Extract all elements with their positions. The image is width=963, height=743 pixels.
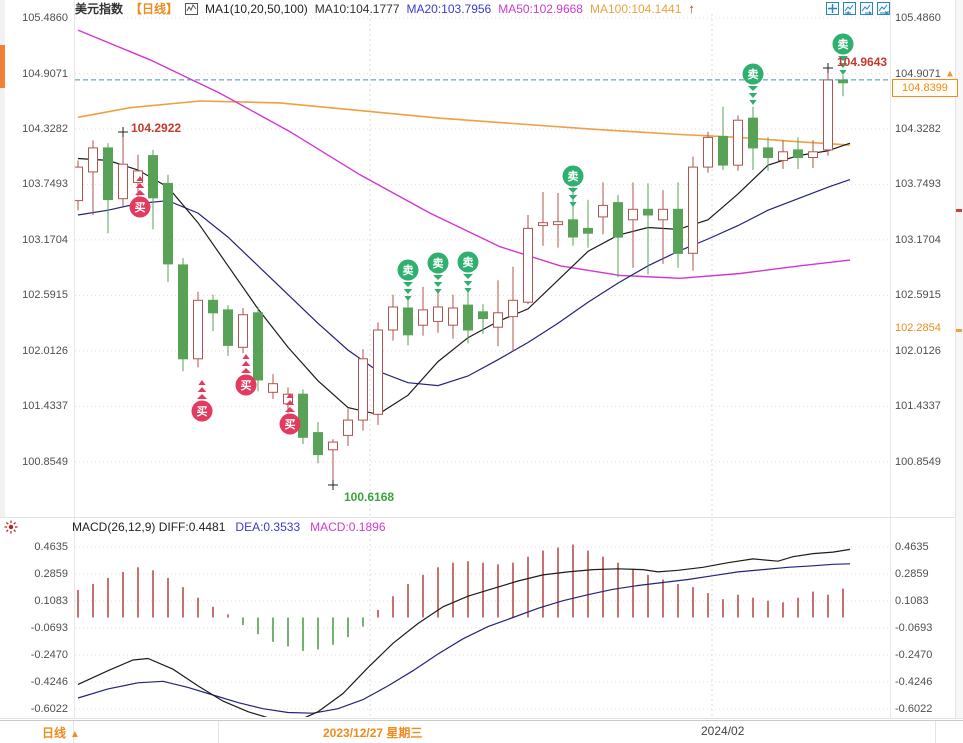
price-axis-label-left: 102.0126 bbox=[22, 344, 68, 357]
buy-signal-badge: 买 bbox=[191, 380, 213, 422]
period-selector[interactable]: 日线 ▲ bbox=[42, 726, 80, 740]
price-axis-label-right: 104.3282 bbox=[895, 123, 941, 135]
sell-signal-badge: 卖 bbox=[562, 165, 584, 207]
macd-axis-label-left: 0.2859 bbox=[34, 568, 68, 580]
period-tag[interactable]: 【日线】 bbox=[130, 2, 179, 16]
macd-dea-value: DEA:0.3533 bbox=[235, 520, 301, 534]
current-price-box: 104.8399 bbox=[892, 78, 958, 97]
price-axis-label-right: 100.8549 bbox=[895, 455, 941, 468]
macd-axis-label-left: -0.4246 bbox=[30, 676, 68, 688]
sell-signal-badge: 卖 bbox=[457, 251, 479, 293]
sell-signal-badge: 卖 bbox=[832, 33, 854, 75]
trend-up-arrow-icon: ↑ bbox=[688, 1, 695, 16]
price-axis-label-right: 102.5915 bbox=[895, 289, 941, 302]
selected-date-label: 2023/12/27 星期三 bbox=[323, 726, 423, 740]
macd-axis-label-right: -0.4246 bbox=[895, 676, 933, 688]
chart-header: 美元指数 【日线】 MA1(10,20,50,100) MA10:104.177… bbox=[75, 1, 695, 16]
macd-axis-label-left: 0.4635 bbox=[34, 541, 68, 553]
ma-group-label: MA1(10,20,50,100) bbox=[205, 1, 308, 16]
macd-axis-label-right: -0.2470 bbox=[895, 649, 933, 661]
svg-text:卖: 卖 bbox=[463, 255, 474, 269]
svg-text:卖: 卖 bbox=[838, 37, 849, 51]
ma100-value: MA100:104.1441 bbox=[589, 1, 682, 16]
price-axis-label-right: 101.4337 bbox=[895, 400, 941, 413]
alert-price-label: 102.2854 bbox=[895, 321, 941, 334]
price-axis-label-right: 103.7493 bbox=[895, 178, 941, 191]
sun-indicator-icon[interactable] bbox=[3, 519, 19, 535]
price-annotation: 100.6168 bbox=[344, 490, 395, 504]
plot-left-border bbox=[74, 0, 75, 718]
price-axis-label-right: 104.9071 bbox=[895, 67, 941, 80]
indicator-settings-icon[interactable] bbox=[185, 2, 199, 15]
svg-text:买: 买 bbox=[135, 201, 146, 214]
svg-text:卖: 卖 bbox=[568, 169, 579, 183]
price-axis-label-left: 102.5915 bbox=[22, 289, 68, 302]
price-axis-label-right: 103.1704 bbox=[895, 233, 941, 246]
svg-text:卖: 卖 bbox=[403, 263, 414, 277]
buy-signal-badge: 买 bbox=[129, 176, 151, 218]
macd-axis-label-right: -0.6022 bbox=[895, 703, 933, 715]
macd-axis-label-right: 0.2859 bbox=[895, 568, 929, 580]
price-axis-label-left: 104.3282 bbox=[22, 123, 68, 135]
macd-axis-label-left: -0.0693 bbox=[30, 622, 68, 634]
macd-formula-diff: MACD(26,12,9) DIFF:0.4481 bbox=[72, 520, 226, 534]
price-annotation: 104.9643 bbox=[837, 55, 888, 69]
macd-axis-label-right: -0.0693 bbox=[895, 622, 933, 634]
svg-text:卖: 卖 bbox=[748, 67, 759, 81]
ma50-value: MA50:102.9668 bbox=[498, 1, 583, 16]
chart-latest-icon[interactable] bbox=[877, 2, 890, 15]
ma10-value: MA10:104.1777 bbox=[314, 1, 400, 16]
price-axis-label-left: 100.8549 bbox=[22, 455, 68, 468]
plot-right-border bbox=[890, 0, 891, 718]
right-marker-strip bbox=[955, 0, 963, 718]
main-pane bbox=[75, 29, 851, 485]
price-axis-label-left: 104.9071 bbox=[22, 67, 68, 80]
macd-axis-label-right: 0.1083 bbox=[895, 595, 929, 607]
buy-signal-badge: 买 bbox=[235, 354, 257, 396]
macd-macd-value: MACD:0.1896 bbox=[310, 520, 386, 534]
chart-toolbar bbox=[826, 2, 890, 15]
svg-text:买: 买 bbox=[197, 405, 208, 418]
chart-history-icon[interactable] bbox=[843, 2, 856, 15]
buy-signal-badge: 买 bbox=[279, 393, 301, 435]
macd-pane bbox=[77, 544, 851, 717]
macd-axis-label-left: -0.6022 bbox=[30, 703, 68, 715]
pane-separator bbox=[0, 517, 963, 518]
crosshair-icon[interactable] bbox=[826, 2, 839, 15]
svg-text:卖: 卖 bbox=[433, 256, 444, 270]
price-axis-label-right: 105.4860 bbox=[895, 12, 941, 24]
price-annotation: 104.2922 bbox=[131, 121, 182, 135]
svg-text:买: 买 bbox=[285, 418, 296, 431]
left-scrollbar-track bbox=[0, 0, 5, 518]
axis-up-arrow-icon: ▲ bbox=[945, 68, 955, 79]
svg-text:买: 买 bbox=[241, 379, 252, 392]
left-scrollbar-thumb[interactable] bbox=[0, 45, 5, 88]
price-axis-label-left: 103.7493 bbox=[22, 178, 68, 191]
macd-axis-label-left: 0.1083 bbox=[34, 595, 68, 607]
candles-layer bbox=[75, 68, 848, 485]
period-up-arrow-icon: ▲ bbox=[70, 729, 80, 740]
macd-axis-label-right: 0.4635 bbox=[895, 541, 929, 553]
edge-marker-tick bbox=[956, 329, 962, 332]
price-axis-label-left: 101.4337 bbox=[22, 400, 68, 413]
symbol-title: 美元指数 bbox=[75, 2, 124, 16]
macd-axis-label-left: -0.2470 bbox=[30, 649, 68, 661]
price-axis-label-left: 105.4860 bbox=[22, 12, 68, 24]
chart-play-icon[interactable] bbox=[860, 2, 873, 15]
price-axis-label-left: 103.1704 bbox=[22, 233, 68, 246]
axis-separator bbox=[0, 718, 963, 719]
sell-signal-badge: 卖 bbox=[742, 63, 764, 105]
month-axis-label: 2024/02 bbox=[701, 724, 745, 738]
sell-signal-badge: 卖 bbox=[427, 252, 449, 294]
time-axis-bar: 日线 ▲ 2023/12/27 星期三 2024/02 bbox=[0, 720, 963, 743]
macd-header: MACD(26,12,9) DIFF:0.4481 DEA:0.3533 MAC… bbox=[72, 520, 386, 534]
ma20-value: MA20:103.7956 bbox=[406, 1, 492, 16]
price-axis-label-right: 102.0126 bbox=[895, 344, 941, 357]
sell-signal-badge: 卖 bbox=[397, 259, 419, 301]
edge-marker-tick bbox=[956, 209, 962, 212]
